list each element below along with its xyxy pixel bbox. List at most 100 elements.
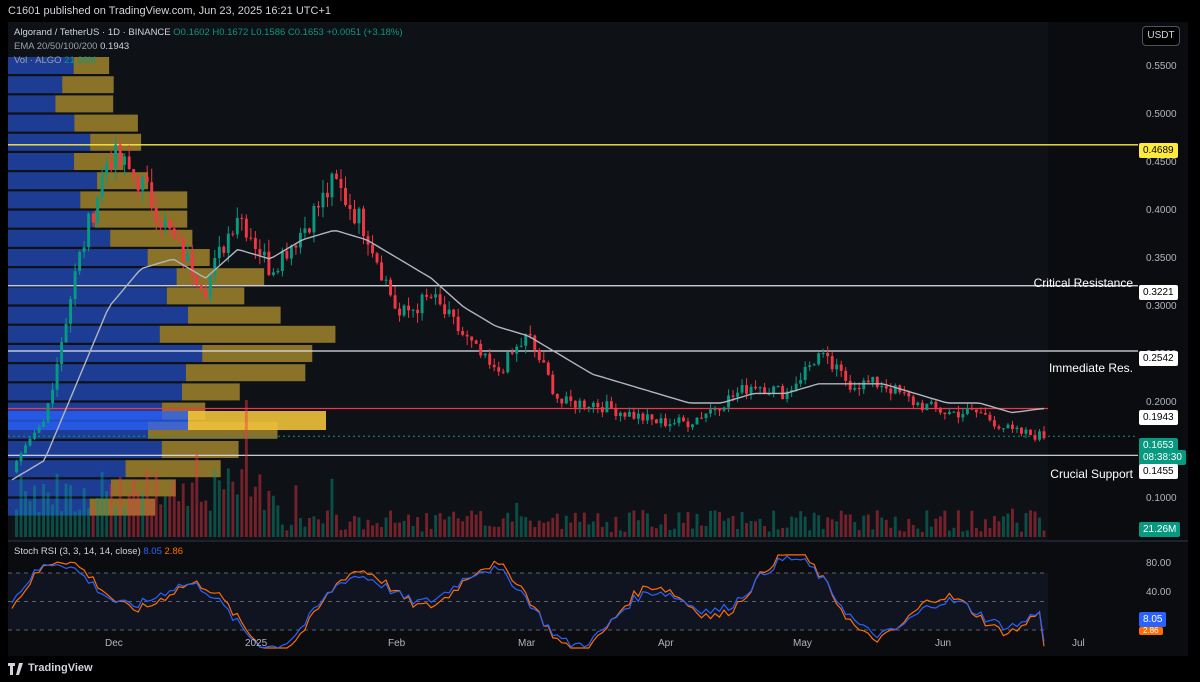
candle-body bbox=[145, 176, 149, 183]
chart-frame[interactable]: Algorand / TetherUS · 1D · BINANCE O0.16… bbox=[8, 22, 1188, 656]
vp-bar-blue bbox=[8, 383, 183, 401]
candle-body bbox=[267, 251, 271, 275]
vp-bar-yellow bbox=[161, 441, 239, 458]
candle-body bbox=[407, 305, 411, 311]
ema-legend: EMA 20/50/100/200 0.1943 bbox=[14, 41, 129, 52]
volume-bar bbox=[276, 505, 280, 537]
volume-bar bbox=[691, 528, 694, 537]
candle-body bbox=[916, 402, 920, 406]
candle-body bbox=[524, 333, 528, 346]
volume-bar bbox=[28, 501, 32, 537]
vp-bar-blue bbox=[8, 268, 177, 286]
candle-body bbox=[749, 386, 753, 394]
candle-body bbox=[1038, 431, 1041, 440]
candle-body bbox=[294, 245, 298, 248]
candle-body bbox=[605, 401, 609, 413]
stoch-rsi-pane[interactable]: Stoch RSI (3, 3, 14, 14, close) 8.05 2.8… bbox=[8, 542, 1188, 656]
volume-bar bbox=[105, 491, 109, 537]
volume-bar bbox=[1020, 531, 1023, 537]
candle-body bbox=[330, 173, 334, 198]
volume-bar bbox=[835, 521, 839, 537]
volume-bar bbox=[961, 531, 965, 537]
tradingview-logo-icon bbox=[8, 663, 23, 675]
candle-body bbox=[132, 169, 136, 177]
volume-bar bbox=[848, 514, 852, 537]
volume-bar bbox=[826, 517, 830, 537]
volume-bar bbox=[1024, 513, 1028, 537]
volume-bar bbox=[889, 527, 893, 537]
volume-bar bbox=[204, 500, 208, 537]
candle-body bbox=[528, 333, 532, 336]
volume-bar bbox=[947, 530, 951, 537]
candle-body bbox=[163, 220, 167, 227]
volume-bar bbox=[781, 527, 785, 537]
candle-body bbox=[970, 408, 974, 410]
vp-bar-yellow bbox=[176, 268, 265, 286]
candle-body bbox=[934, 401, 938, 408]
candle-body bbox=[312, 205, 316, 233]
candle-body bbox=[799, 380, 803, 384]
volume-bar bbox=[253, 486, 257, 537]
volume-bar bbox=[321, 523, 325, 537]
volume-bar bbox=[682, 522, 685, 537]
candle-body bbox=[461, 330, 465, 335]
volume-bar bbox=[425, 513, 429, 537]
vp-bar-blue bbox=[8, 249, 148, 266]
volume-bar bbox=[564, 515, 568, 537]
volume-bar bbox=[1015, 522, 1019, 537]
stoch-rsi-chart[interactable] bbox=[8, 542, 1188, 656]
candle-body bbox=[668, 424, 672, 427]
volume-bar bbox=[33, 485, 36, 537]
candle-body bbox=[618, 412, 622, 416]
candle-body bbox=[380, 262, 383, 281]
candle-body bbox=[641, 413, 645, 421]
candle-body bbox=[862, 380, 866, 390]
volume-bar bbox=[821, 529, 825, 537]
candle-body bbox=[722, 407, 726, 411]
candle-body bbox=[920, 402, 924, 411]
volume-bar bbox=[582, 512, 586, 537]
volume-bar bbox=[925, 510, 929, 537]
candle-body bbox=[866, 380, 870, 383]
candle-body bbox=[943, 412, 947, 414]
candle-body bbox=[416, 309, 420, 314]
volume-bar bbox=[596, 513, 600, 537]
vp-bar-blue bbox=[8, 287, 167, 305]
candle-body bbox=[956, 411, 960, 418]
candle-body bbox=[253, 238, 257, 250]
volume-bar bbox=[312, 516, 316, 537]
volume-bar bbox=[528, 520, 532, 537]
candle-body bbox=[398, 308, 402, 316]
candle-body bbox=[402, 305, 406, 316]
candle-body bbox=[222, 246, 226, 253]
price-chart[interactable] bbox=[8, 22, 1188, 540]
candle-body bbox=[501, 371, 505, 373]
vp-bar-blue bbox=[8, 345, 203, 362]
volume-bar bbox=[326, 510, 329, 537]
candle-body bbox=[375, 253, 379, 263]
pane-separator[interactable] bbox=[8, 540, 1188, 542]
currency-button[interactable]: USDT bbox=[1142, 26, 1180, 46]
volume-bar bbox=[452, 511, 456, 537]
volume-label: Vol · ALGO bbox=[14, 55, 62, 66]
vp-poc-blue bbox=[8, 411, 188, 430]
volume-bar bbox=[186, 505, 190, 537]
volume-bar bbox=[965, 530, 969, 537]
price-tick: 0.4500 bbox=[1146, 157, 1177, 168]
candle-body bbox=[69, 298, 73, 324]
volume-bar bbox=[839, 510, 843, 537]
volume-bar bbox=[114, 507, 118, 537]
candle-body bbox=[758, 387, 762, 389]
volume-bar bbox=[348, 521, 352, 537]
volume-bar bbox=[727, 518, 730, 537]
volume-bar bbox=[393, 522, 397, 537]
volume-bar bbox=[533, 527, 537, 537]
volume-bar bbox=[307, 517, 311, 537]
price-pane[interactable]: Algorand / TetherUS · 1D · BINANCE O0.16… bbox=[8, 22, 1188, 540]
volume-bar bbox=[159, 504, 163, 537]
candle-body bbox=[168, 220, 172, 229]
candle-body bbox=[582, 400, 586, 408]
candle-body bbox=[443, 304, 447, 315]
volume-bar bbox=[465, 515, 469, 537]
volume-bar bbox=[402, 520, 406, 537]
